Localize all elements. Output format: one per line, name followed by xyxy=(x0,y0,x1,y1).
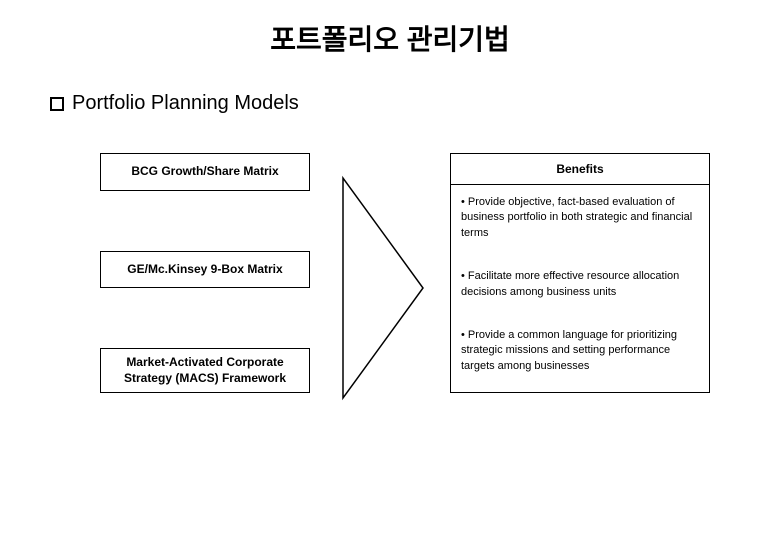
models-column: BCG Growth/Share Matrix GE/Mc.Kinsey 9-B… xyxy=(100,153,310,453)
model-box-macs: Market-Activated Corporate Strategy (MAC… xyxy=(100,348,310,393)
benefits-header: Benefits xyxy=(451,154,709,185)
bullet-icon xyxy=(50,97,64,111)
benefit-item-2: • Facilitate more effective resource all… xyxy=(451,259,709,318)
model-box-ge: GE/Mc.Kinsey 9-Box Matrix xyxy=(100,251,310,289)
subtitle-row: Portfolio Planning Models xyxy=(50,92,780,115)
benefits-panel: Benefits • Provide objective, fact-based… xyxy=(450,153,710,393)
arrow-icon xyxy=(338,173,428,408)
benefit-item-3: • Provide a common language for prioriti… xyxy=(451,318,709,392)
model-box-bcg: BCG Growth/Share Matrix xyxy=(100,153,310,191)
page-title: 포트폴리오 관리기법 xyxy=(0,0,780,58)
subtitle-text: Portfolio Planning Models xyxy=(72,92,299,115)
benefit-item-1: • Provide objective, fact-based evaluati… xyxy=(451,185,709,259)
